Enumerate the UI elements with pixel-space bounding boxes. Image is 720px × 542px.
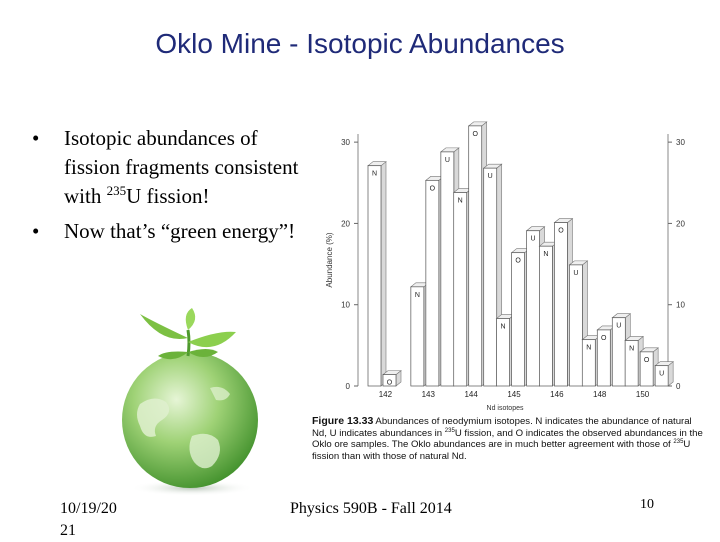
bullet-text: Now that’s “green energy”!	[64, 219, 296, 243]
bar-series-label: O	[430, 185, 436, 192]
bar-series-label: U	[616, 323, 621, 330]
bar-series-label: O	[472, 131, 478, 138]
caption-text-3: U fission than with those of natural Nd.	[312, 439, 691, 462]
bullet-dot-icon: •	[32, 126, 40, 150]
bar-series-label: U	[488, 173, 493, 180]
bar-series-label: N	[501, 324, 506, 331]
footer-page-number: 10	[640, 497, 654, 512]
bar-front-face	[468, 125, 483, 387]
bar-series-label: N	[543, 251, 548, 258]
slide-title: Oklo Mine - Isotopic Abundances	[155, 28, 565, 59]
footer-date-line2: 21	[60, 522, 76, 539]
x-tick-label: 142	[379, 390, 393, 399]
green-earth-with-sprout-icon	[122, 308, 258, 496]
bar-series-label: N	[458, 198, 463, 205]
y-tick-label-left: 0	[346, 382, 351, 391]
figure-caption: Figure 13.33 Abundances of neodymium iso…	[312, 415, 704, 462]
y-tick-label-left: 10	[341, 301, 350, 310]
x-axis-label: Nd isotopes	[487, 405, 524, 412]
bar-front-face	[654, 365, 669, 387]
bar-front-face	[569, 264, 583, 387]
bar-series-label: U	[531, 236, 536, 243]
bar-series-label: N	[415, 292, 420, 299]
bullet-text-after: U fission!	[126, 184, 210, 208]
caption-text-1: Abundances of neodymium isotopes. N indi…	[312, 416, 692, 439]
y-tick-label-right: 0	[676, 382, 681, 391]
x-tick-label: 148	[593, 390, 607, 399]
footer-date-line1: 10/19/20	[60, 500, 117, 517]
isotope-bar-chart: 0 0 10 10 20 20 30 30 Abundance (%) N O N O U N O U N O U N…	[310, 114, 702, 470]
bar-series-label: U	[573, 270, 578, 277]
bar-series-label: O	[387, 380, 393, 387]
caption-label: Figure 13.33	[312, 415, 374, 427]
x-tick-label: 143	[422, 390, 436, 399]
bar-series-label: O	[644, 357, 650, 364]
bar-front-face	[382, 374, 397, 387]
y-tick-label-left: 20	[341, 219, 350, 228]
x-tick-label: 146	[550, 390, 564, 399]
bar-front-face	[496, 318, 510, 387]
bar-front-face	[624, 340, 639, 387]
x-tick-label: 144	[464, 390, 478, 399]
bar-series-label: O	[515, 258, 521, 265]
bar-side-face	[380, 161, 387, 387]
bar-front-face	[554, 222, 568, 387]
y-tick-label-right: 20	[676, 219, 685, 228]
caption-text-2: U fission, and O indicates the observed …	[312, 427, 703, 451]
footer-date: 10/19/20 21	[60, 498, 117, 542]
bar-front-face	[440, 151, 455, 387]
bar-front-face	[483, 167, 498, 387]
bar-front-face	[511, 252, 525, 387]
caption-sup-2: 235	[673, 439, 684, 446]
bar-front-face	[539, 245, 553, 387]
footer-course: Physics 590B - Fall 2014	[290, 500, 452, 517]
bar-front-face	[453, 192, 468, 387]
y-tick-label-right: 30	[676, 138, 685, 147]
bar-series-label: O	[558, 228, 564, 235]
bar-front-face	[410, 286, 425, 387]
bullet-item: • Isotopic abundances of fission fragmen…	[30, 124, 300, 211]
bullet-list: • Isotopic abundances of fission fragmen…	[30, 124, 300, 252]
bar-front-face	[425, 179, 440, 387]
chart-canvas: 0 0 10 10 20 20 30 30 Abundance (%) N O N O U N O U N O U N…	[325, 121, 685, 412]
bullet-text-before: Isotopic abundances of fission fragments…	[64, 126, 299, 208]
bullet-item: • Now that’s “green energy”!	[30, 217, 300, 246]
bar-front-face	[367, 165, 382, 387]
bar-series-label: U	[659, 371, 664, 378]
bullet-superscript: 235	[106, 183, 127, 198]
bar-front-face	[596, 329, 611, 387]
x-tick-label: 145	[507, 390, 521, 399]
bar-front-face	[581, 339, 596, 387]
bar-front-face	[526, 230, 540, 387]
bar-series-label: N	[629, 345, 634, 352]
caption-sup-1: 235	[444, 427, 455, 434]
x-tick-label: 150	[636, 390, 650, 399]
bullet-dot-icon: •	[32, 219, 40, 243]
bar-series-label: N	[586, 345, 591, 352]
y-tick-label-left: 30	[341, 138, 350, 147]
y-axis-label: Abundance (%)	[325, 232, 334, 287]
y-tick-label-right: 10	[676, 301, 685, 310]
bar-front-face	[639, 351, 654, 387]
bar-series-label: O	[601, 335, 607, 342]
bar-series-label: N	[372, 171, 377, 178]
bar-series-label: U	[445, 157, 450, 164]
